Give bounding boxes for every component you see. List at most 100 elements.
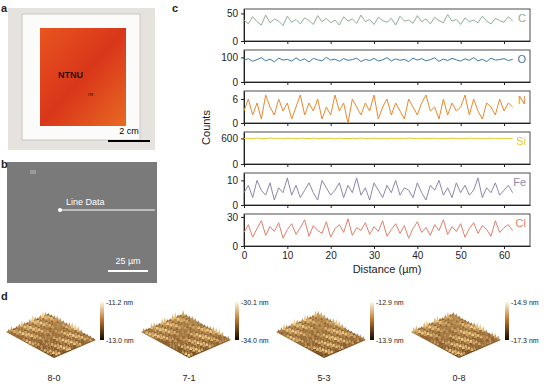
afm-peak <box>71 331 74 334</box>
afm-peak <box>39 319 42 322</box>
tick-label: 0 <box>232 241 238 252</box>
afm-peak <box>65 343 68 345</box>
afm-peak <box>145 328 148 331</box>
afm-peak <box>57 348 60 354</box>
axis-line <box>244 174 245 206</box>
afm-peak <box>441 318 444 322</box>
afm-peak <box>147 328 150 330</box>
tick-mark <box>287 205 288 208</box>
tick-mark <box>417 246 418 249</box>
afm-peak <box>175 321 178 327</box>
afm-peak <box>186 322 189 325</box>
x-tick <box>504 123 505 126</box>
afm-peak <box>324 324 327 330</box>
afm-peak <box>197 323 200 329</box>
afm-peak <box>325 332 328 335</box>
afm-peak <box>185 314 188 317</box>
afm-peak <box>312 317 315 323</box>
tick-mark <box>241 41 244 42</box>
afm-peak <box>462 349 465 351</box>
afm-peak <box>327 325 330 328</box>
afm-peak <box>314 310 317 316</box>
afm-peak <box>207 334 210 337</box>
afm-peak <box>89 335 92 338</box>
afm-peak <box>34 317 37 323</box>
afm-peak <box>329 339 332 345</box>
afm-peak <box>206 326 209 328</box>
afm-peak <box>412 326 415 332</box>
afm-peak <box>319 353 322 355</box>
afm-peak <box>83 335 86 341</box>
series-title: Si <box>516 135 526 147</box>
afm-peak <box>86 334 89 337</box>
afm-peak <box>359 334 362 338</box>
x-tick <box>331 41 332 44</box>
afm-peak <box>322 330 325 336</box>
afm-peak <box>425 320 428 326</box>
afm-peak <box>60 350 63 353</box>
afm-peak <box>215 327 218 333</box>
afm-peak <box>38 324 41 330</box>
afm-surface <box>276 314 366 358</box>
afm-peak <box>477 336 480 339</box>
afm-peak <box>36 332 39 338</box>
afm-peak <box>286 332 289 334</box>
afm-peak <box>215 337 218 339</box>
tick-mark <box>417 82 418 85</box>
line-chart: 0100O <box>221 50 530 88</box>
afm-peak <box>25 337 28 339</box>
afm-peak <box>320 318 323 320</box>
afm-peak <box>148 330 151 333</box>
tick-mark <box>374 205 375 208</box>
tick-mark <box>241 164 244 165</box>
afm-peak <box>59 343 62 345</box>
afm-peak <box>50 315 53 317</box>
x-tick <box>287 41 288 44</box>
afm-image: -30.1 nm-34.0 nm7-1 <box>141 299 269 383</box>
afm-peak <box>191 316 194 320</box>
afm-peak <box>20 320 23 326</box>
afm-peak <box>317 311 320 316</box>
afm-peak <box>453 326 456 329</box>
afm-peak <box>84 340 87 343</box>
afm-peak <box>423 328 426 330</box>
afm-peak <box>198 329 201 332</box>
afm-peak <box>323 339 326 342</box>
y-tick: 100 <box>221 52 244 63</box>
afm-peak <box>296 320 299 325</box>
tick-label: 50 <box>227 8 239 19</box>
afm-peak <box>40 343 43 347</box>
afm-peak <box>145 328 148 334</box>
afm-peak <box>477 340 480 342</box>
tick-mark <box>461 246 462 249</box>
figure: NTNUns2 cmaLine Data25 µmbc050C0100O06N0… <box>0 0 547 385</box>
afm-peak <box>53 340 56 342</box>
afm-peak <box>458 342 461 345</box>
afm-peak <box>437 331 440 333</box>
afm-peak <box>204 331 207 337</box>
color-bar-label: -34.0 nm <box>241 337 269 344</box>
afm-peak <box>54 341 57 347</box>
afm-peak <box>444 314 447 319</box>
sem-speck <box>30 170 36 174</box>
afm-peak <box>330 334 333 336</box>
afm-peak <box>315 337 318 343</box>
afm-peak <box>462 343 465 349</box>
tick-mark <box>241 57 244 58</box>
afm-peak <box>183 341 186 344</box>
afm-peak <box>448 347 451 349</box>
color-bar <box>100 302 104 340</box>
afm-peak <box>176 315 179 318</box>
tick-label: 0 <box>232 118 238 129</box>
afm-peak <box>353 333 356 335</box>
afm-peak <box>421 335 424 337</box>
afm-peak <box>48 327 51 329</box>
afm-peak <box>65 322 68 328</box>
x-tick <box>461 82 462 85</box>
afm-peak <box>227 336 230 340</box>
line-chart: 0600Si <box>221 132 530 170</box>
afm-peak <box>77 331 80 337</box>
afm-peak <box>204 333 207 335</box>
tick-label: 0 <box>232 36 238 47</box>
line-chart: 06N <box>232 91 530 129</box>
